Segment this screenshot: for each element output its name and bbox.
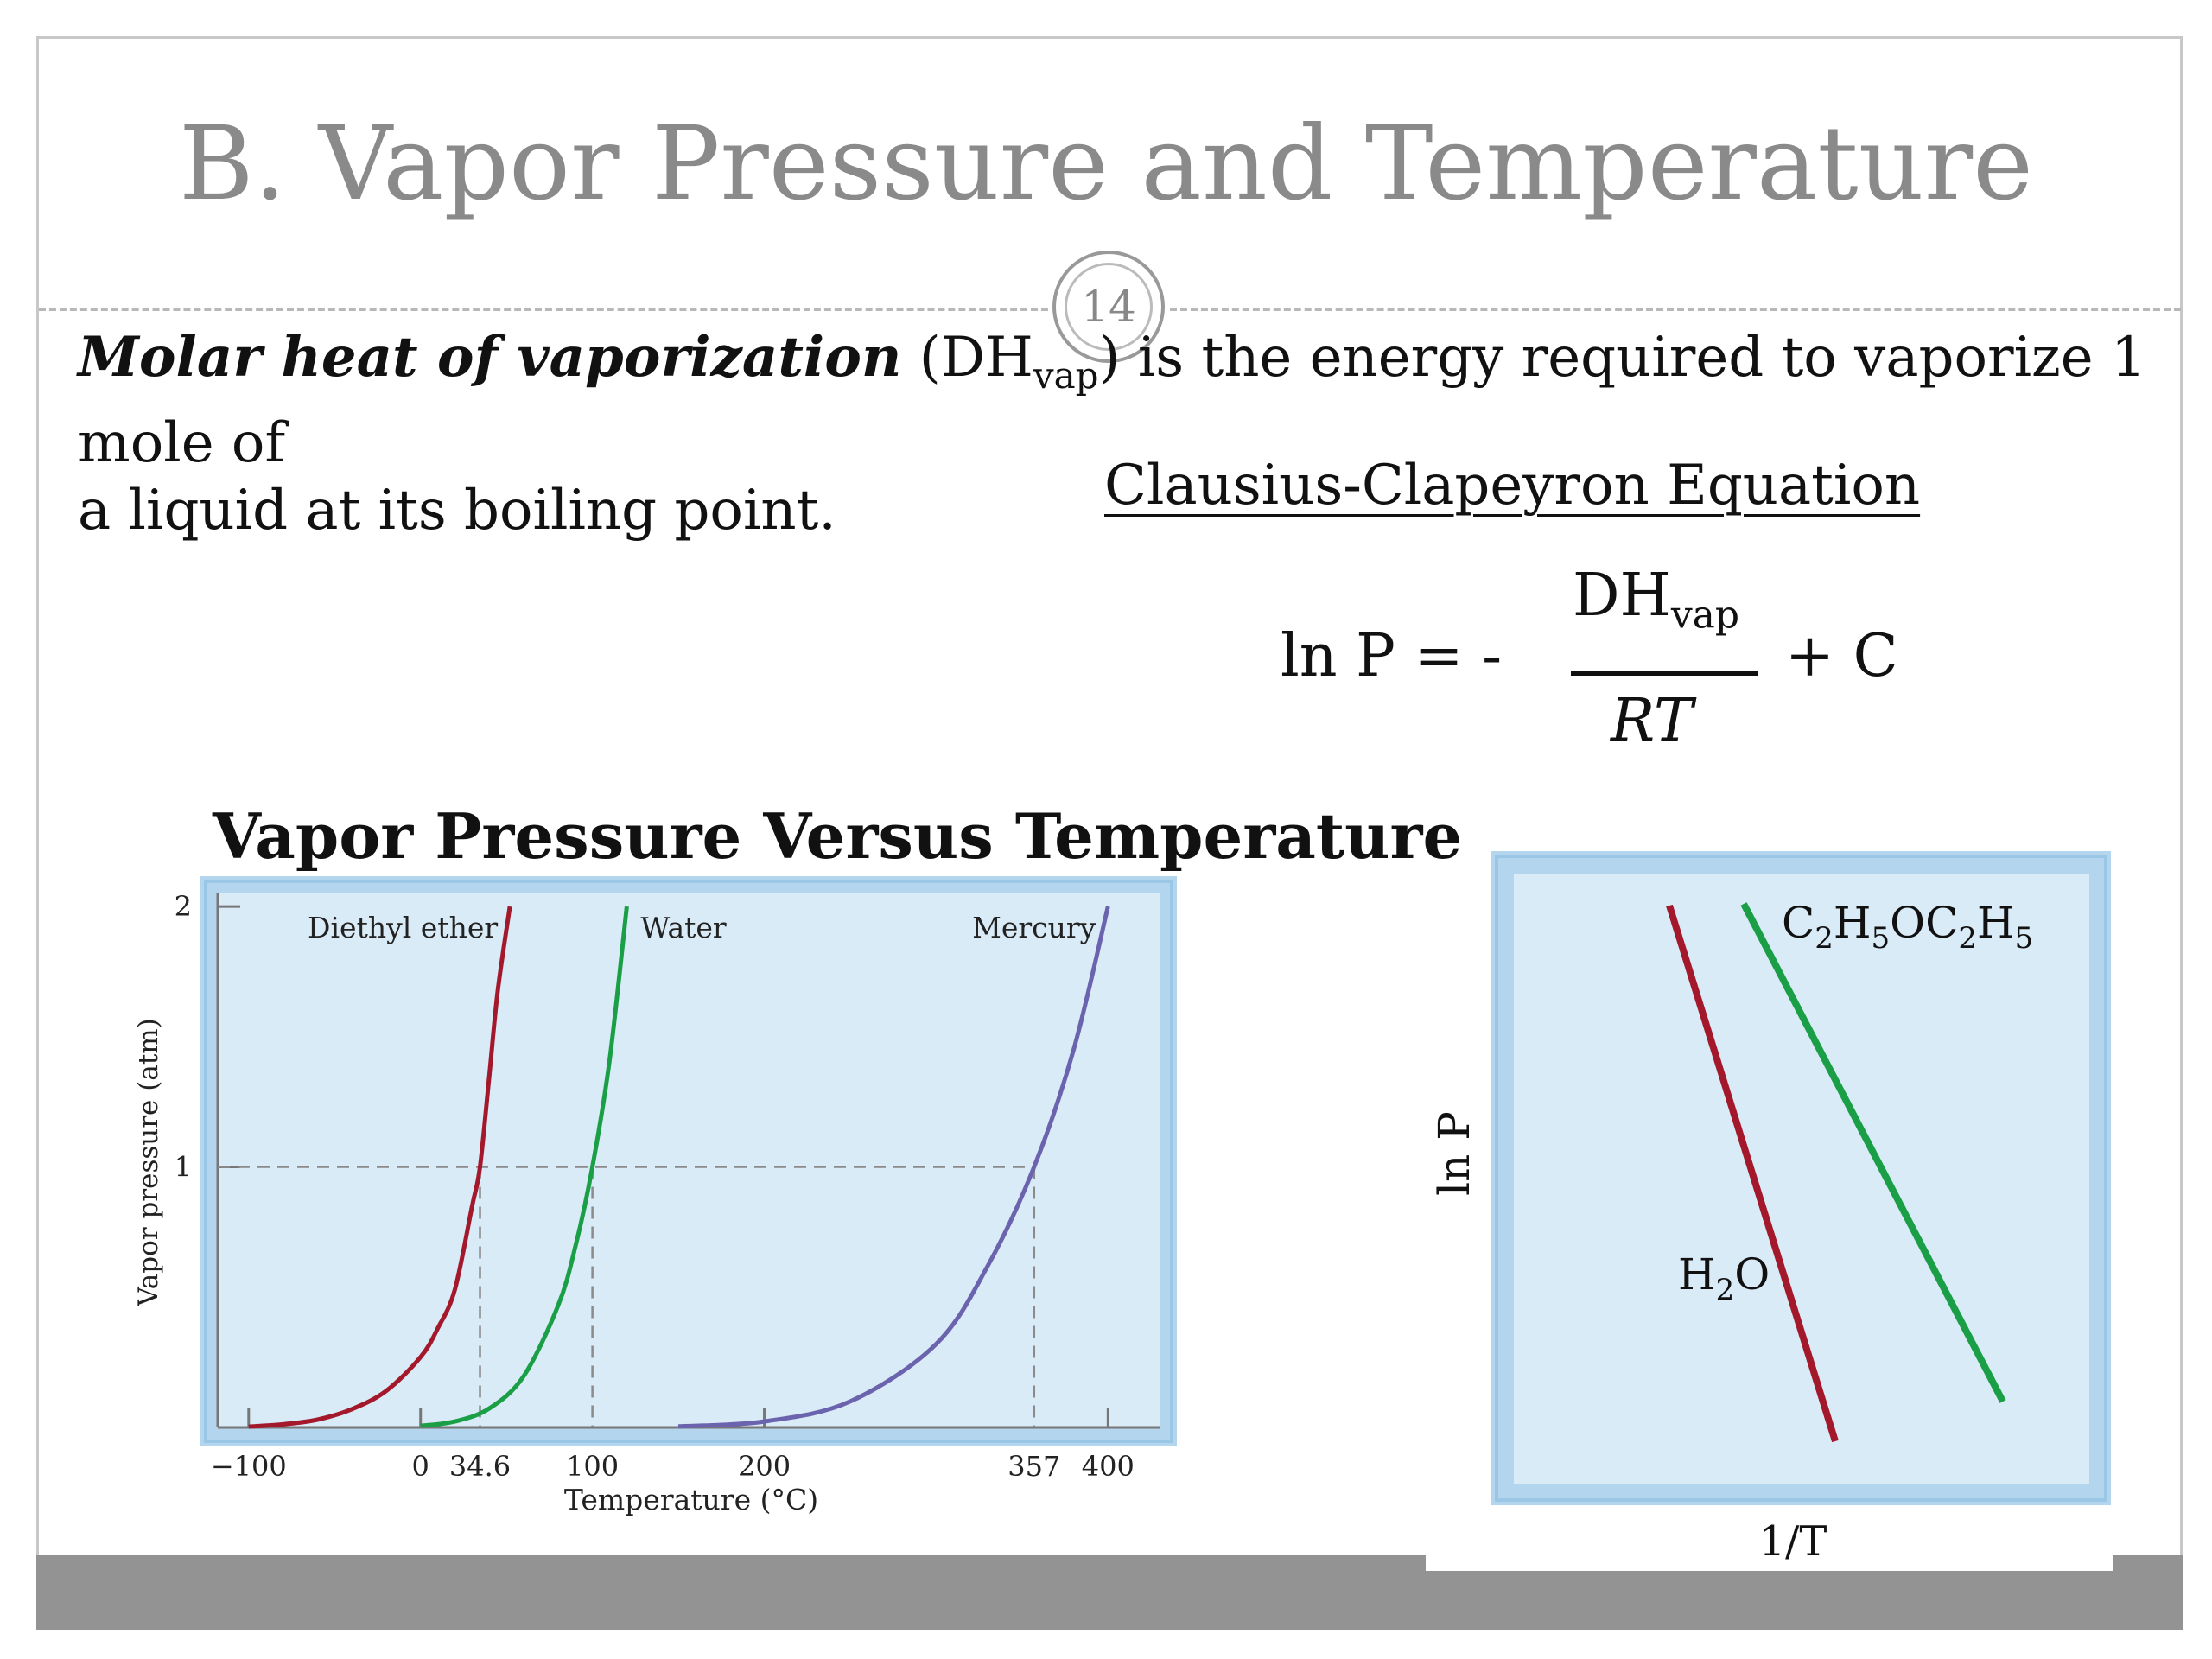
vp-plot-area: [218, 893, 1160, 1427]
vp-series-label: Mercury: [972, 911, 1096, 944]
lnp-series-ether-line: [1740, 902, 2006, 1403]
vp-y-axis-label: Vapor pressure (atm): [133, 1018, 164, 1307]
vp-tick-labels: −100 0 34.6 100 200 357 400 1 2: [175, 890, 1135, 1483]
title-divider-left: [39, 308, 1048, 311]
vp-series-group: [248, 906, 1110, 1429]
vp-x-tick-label: 400: [1082, 1450, 1135, 1483]
vp-y-tick-label: 1: [175, 1151, 192, 1184]
vp-x-tick-label: 100: [566, 1450, 619, 1483]
fraction-bar: [1571, 671, 1758, 676]
equation-lhs: ln P = -: [1281, 622, 1503, 690]
equation-heading: Clausius-Clapeyron Equation: [1104, 454, 1921, 518]
definition-rest: is the energy required to vaporize 1 mol…: [78, 326, 2146, 475]
vp-y-tick-label: 2: [175, 890, 192, 923]
vp-chart-frame-stripe: [204, 880, 1173, 1443]
vp-x-tick-label: 34.6: [449, 1450, 511, 1483]
vp-x-tick-label: −100: [211, 1450, 287, 1483]
slide-title: B. Vapor Pressure and Temperature: [179, 104, 2033, 223]
equation-numerator: DHvap: [1573, 562, 1740, 638]
lnp-x-axis-label: 1/T: [1759, 1517, 1827, 1566]
vp-series-label: Diethyl ether: [308, 911, 498, 944]
vp-series-label: Water: [640, 911, 727, 944]
footer-cutout: [1426, 1555, 2113, 1571]
vp-series-line: [248, 906, 512, 1429]
equation-denominator: RT: [1611, 687, 1694, 755]
vp-reference-lines: [218, 1166, 1036, 1427]
definition-line2: a liquid at its boiling point.: [78, 478, 836, 543]
definition-term: Molar heat of vaporization: [78, 325, 902, 390]
title-divider-right: [1170, 308, 2181, 311]
lnp-chart-frame-stripe: [1495, 855, 2107, 1502]
lnp-series-ether-label: C2H5OC2H5: [1782, 898, 2033, 956]
vp-x-tick-label: 200: [738, 1450, 791, 1483]
lnp-series-water-label: H2O: [1678, 1249, 1770, 1307]
vp-x-axis-label: Temperature (°C): [564, 1483, 818, 1516]
slide-number-badge: 14: [1052, 251, 1165, 363]
slide-number: 14: [1065, 263, 1153, 351]
vp-x-tick-label: 357: [1007, 1450, 1060, 1483]
equation-constant: + C: [1785, 622, 1898, 690]
vp-series-line: [677, 906, 1110, 1429]
vp-series-labels: Diethyl ether Water Mercury: [308, 911, 1096, 944]
definition-text: Molar heat of vaporization (DHvap) is th…: [78, 324, 2152, 544]
vp-x-tick-label: 0: [412, 1450, 429, 1483]
vp-series-line: [420, 906, 629, 1428]
definition-symbol: (DHvap): [918, 326, 1121, 397]
lnp-y-axis-label: ln P: [1429, 1111, 1479, 1196]
lnp-series-water-line: [1666, 904, 1839, 1443]
vp-chart-title: Vapor Pressure Versus Temperature: [213, 799, 1463, 873]
